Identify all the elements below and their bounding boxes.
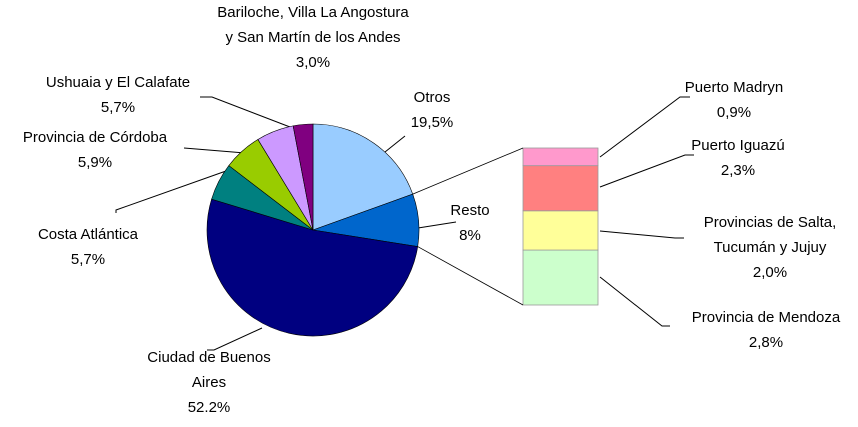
label-text: 5,7% (70, 251, 106, 268)
data-label: Puerto Iguazú 2,3% (663, 133, 813, 183)
label-text: Ushuaia y El Calafate (45, 74, 191, 91)
leader-line (200, 96, 291, 128)
leader-line (599, 154, 694, 188)
bar-segment (522, 249, 599, 306)
label-text: Otros (413, 89, 451, 106)
label-text: Bariloche, Villa La Angostura y San Mart… (217, 4, 409, 46)
label-text: Puerto Madryn (684, 79, 784, 96)
label-text: 2,8% (748, 334, 784, 351)
pie-slice (292, 123, 314, 231)
data-label: Otros 19,5% (382, 85, 482, 135)
leader-line (599, 96, 690, 158)
label-text: 8% (459, 227, 481, 244)
leader-line (599, 276, 670, 327)
bar-segment (522, 210, 599, 251)
bar-segment (522, 147, 599, 167)
leader-line (599, 230, 684, 239)
data-label: Provincia de Mendoza 2,8% (666, 305, 858, 355)
leader-lines (115, 96, 694, 351)
label-text: 2,3% (720, 162, 756, 179)
pie-slice (312, 123, 414, 231)
label-text: Provincia de Córdoba (22, 129, 168, 146)
data-label: Puerto Madryn 0,9% (659, 75, 809, 125)
label-text: 5,9% (77, 154, 113, 171)
label-text: 0,9% (716, 104, 752, 121)
label-text: Provincias de Salta, Tucumán y Jujuy (703, 214, 837, 256)
data-label: Provincias de Salta, Tucumán y Jujuy 2,0% (683, 210, 858, 285)
leader-line (417, 221, 457, 229)
label-text: Costa Atlántica (37, 226, 139, 243)
data-label: Provincia de Córdoba 5,9% (0, 125, 190, 175)
label-text: 3,0% (295, 54, 331, 71)
bar-segment (522, 165, 599, 212)
label-text: 19,5% (410, 114, 454, 131)
label-text: 2,0% (752, 264, 788, 281)
label-text: 5,7% (100, 99, 136, 116)
pie-slice (206, 198, 419, 337)
label-text: 52.2% (187, 399, 231, 416)
connector-line (417, 246, 524, 306)
data-label: Costa Atlántica 5,7% (13, 222, 163, 272)
leader-line (183, 147, 246, 154)
leader-line (207, 327, 263, 351)
data-label: Ciudad de Buenos Aires 52.2% (134, 345, 284, 420)
leader-line (384, 135, 406, 153)
data-label: Bariloche, Villa La Angostura y San Mart… (213, 0, 413, 75)
label-text: Puerto Iguazú (691, 137, 785, 154)
label-text: Provincia de Mendoza (691, 309, 841, 326)
label-text: Ciudad de Buenos Aires (147, 349, 271, 391)
leader-line (115, 170, 227, 213)
connector-line (412, 147, 524, 195)
data-label: Ushuaia y El Calafate 5,7% (23, 70, 213, 120)
data-label: Resto 8% (430, 198, 510, 248)
label-text: Resto (450, 202, 490, 219)
